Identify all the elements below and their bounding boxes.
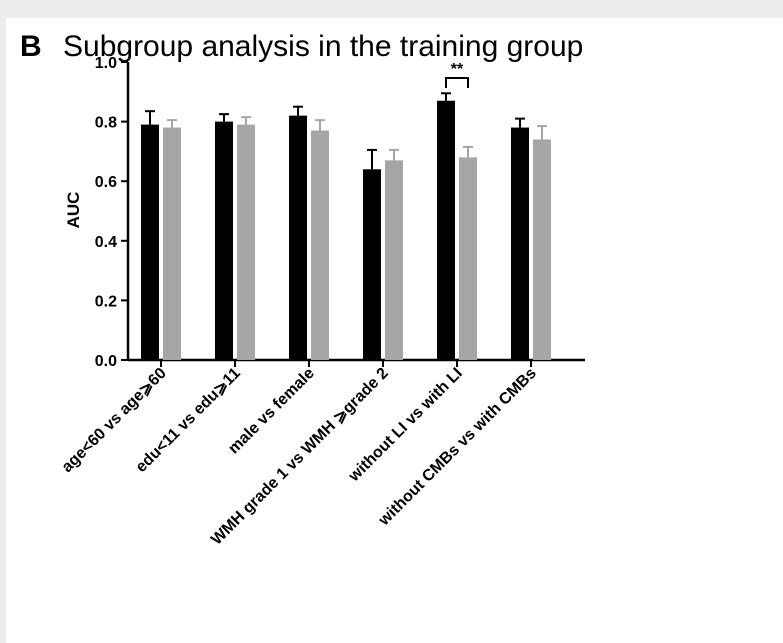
chart-bars — [141, 92, 551, 361]
bar — [311, 130, 329, 360]
bar — [459, 157, 477, 360]
y-axis-title: AUC — [64, 192, 83, 229]
bar — [289, 115, 307, 360]
significance-label: ** — [451, 61, 464, 78]
chart-title: Subgroup analysis in the training group — [63, 30, 584, 63]
significance-bracket — [445, 77, 469, 88]
panel-letter: B — [20, 30, 42, 63]
bar — [511, 127, 529, 360]
y-tick-label: 0.0 — [95, 353, 117, 370]
bar — [215, 121, 233, 360]
bar — [437, 100, 455, 361]
x-category-label: without CMBs vs with CMBs — [375, 365, 540, 530]
bar — [141, 124, 159, 360]
y-tick-label: 0.4 — [95, 234, 117, 251]
chart-axes: 0.0 0.2 0.4 0.6 0.8 1.0 — [95, 55, 585, 370]
bar — [385, 160, 403, 360]
y-tick-label: 0.6 — [95, 174, 117, 191]
bar — [363, 169, 381, 360]
y-tick-label: 0.8 — [95, 115, 117, 132]
bar — [163, 127, 181, 360]
y-tick-label: 0.2 — [95, 293, 117, 310]
y-tick-label: 1.0 — [95, 55, 117, 72]
bar — [237, 124, 255, 360]
bar — [533, 139, 551, 360]
